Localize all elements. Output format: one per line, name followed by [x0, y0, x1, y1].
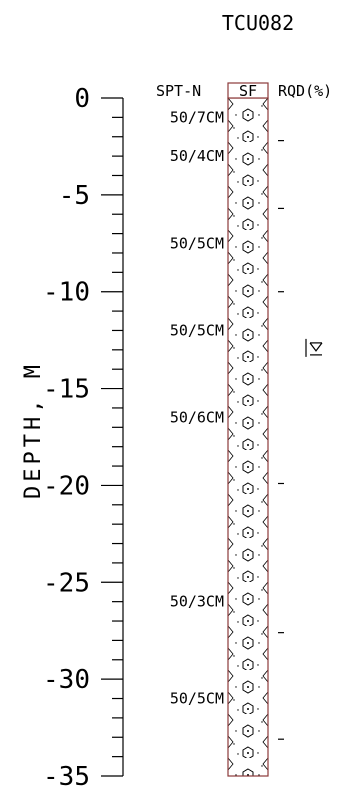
water-table	[305, 338, 323, 357]
depth-axis: 0 -5 -10 -15 -20 -25 -30 -35	[43, 84, 124, 792]
spt-values: 50/7CM 50/4CM 50/5CM 50/5CM 50/6CM 50/3CM 50/5…	[170, 108, 224, 707]
rqd-marks	[278, 140, 284, 740]
axis-tick-label: -25	[43, 568, 90, 598]
spt-header: SPT-N	[156, 82, 201, 100]
soil-column	[227, 97, 269, 777]
rqd-header: RQD(%)	[278, 82, 332, 100]
spt-value: 50/5CM	[170, 321, 224, 339]
spt-value: 50/5CM	[170, 234, 224, 252]
soil-header-box	[227, 82, 269, 99]
log-title: TCU082	[222, 11, 294, 35]
spt-value: 50/3CM	[170, 593, 224, 611]
spt-value: 50/5CM	[170, 690, 224, 708]
water-table-symbol	[309, 342, 323, 352]
axis-tick-label: 0	[74, 84, 90, 114]
spt-value: 50/7CM	[170, 108, 224, 126]
axis-tick-label: -20	[43, 471, 90, 501]
spt-value: 50/6CM	[170, 409, 224, 427]
depth-axis-label: DEPTH, M	[21, 361, 46, 499]
axis-tick-label: -10	[43, 278, 90, 308]
spt-value: 50/4CM	[170, 147, 224, 165]
axis-tick-label: -5	[59, 181, 90, 211]
soil-header: SF	[239, 82, 257, 100]
axis-tick-label: -15	[43, 375, 90, 405]
axis-tick-label: -30	[43, 665, 90, 695]
axis-tick-label: -35	[43, 762, 90, 792]
